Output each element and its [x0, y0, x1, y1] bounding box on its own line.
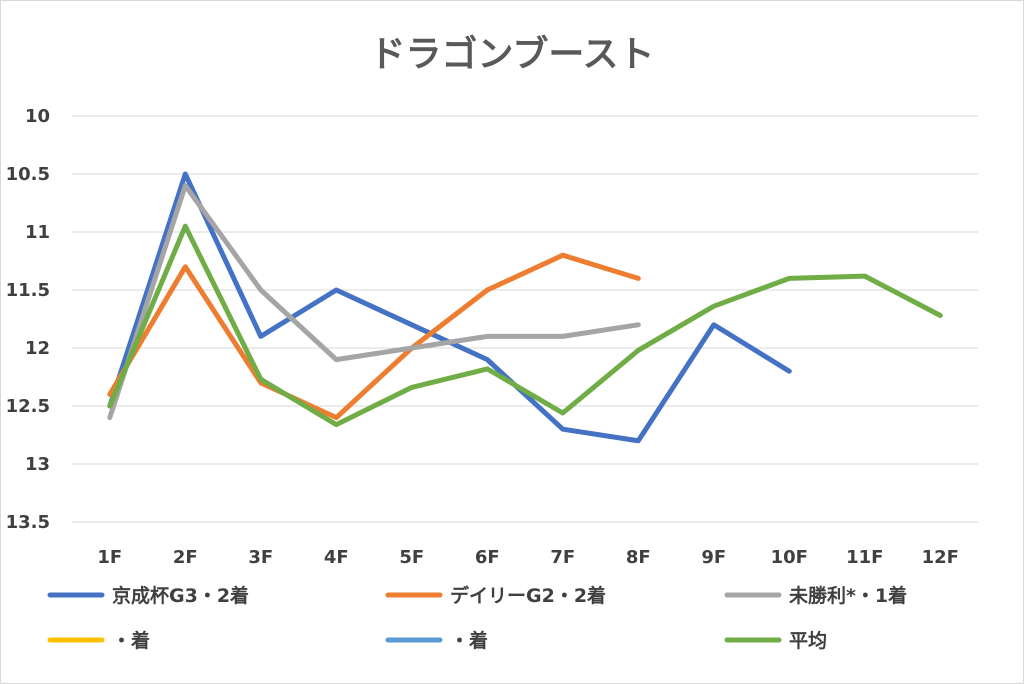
legend-label: ・着 — [450, 629, 488, 652]
y-tick-label: 11 — [25, 222, 50, 243]
chart-title: ドラゴンブースト — [369, 33, 654, 75]
y-tick-label: 11.5 — [6, 280, 50, 301]
x-tick-label: 11F — [846, 547, 883, 568]
series-line-1 — [107, 252, 641, 421]
legend: 京成杯G3・2着 デイリーG2・2着 未勝利*・1着・着 ・着 平均 — [47, 584, 907, 652]
x-tick-label: 2F — [173, 547, 198, 568]
x-tick-label: 9F — [701, 547, 726, 568]
x-tick-label: 1F — [97, 547, 122, 568]
legend-label: 未勝利*・1着 — [788, 584, 907, 607]
x-axis-tick-labels: 1F 2F 3F 4F 5F 6F 7F 8F 9F 10F 11F 12F — [97, 547, 959, 568]
legend-label: ・着 — [112, 629, 150, 652]
y-axis-tick-labels: 10 10.5 11 11.5 12 12.5 13 13.5 — [6, 106, 50, 533]
series-lines — [107, 171, 943, 444]
legend-label: デイリーG2・2着 — [450, 584, 606, 607]
y-tick-label: 13.5 — [6, 512, 50, 533]
x-tick-label: 12F — [922, 547, 959, 568]
x-tick-label: 8F — [626, 547, 651, 568]
series-line-2 — [107, 183, 641, 421]
series-line-5 — [107, 223, 943, 428]
legend-label: 平均 — [789, 629, 827, 652]
x-tick-label: 3F — [248, 547, 273, 568]
legend-label: 京成杯G3・2着 — [112, 584, 249, 607]
x-tick-label: 4F — [324, 547, 349, 568]
x-tick-label: 6F — [475, 547, 500, 568]
x-tick-label: 7F — [550, 547, 575, 568]
y-tick-label: 10.5 — [6, 164, 50, 185]
x-tick-label: 10F — [771, 547, 808, 568]
y-tick-label: 12 — [25, 338, 50, 359]
x-tick-label: 5F — [399, 547, 424, 568]
y-tick-label: 12.5 — [6, 396, 50, 417]
y-tick-label: 13 — [25, 454, 50, 475]
gridlines — [72, 115, 978, 523]
y-tick-label: 10 — [25, 106, 50, 127]
